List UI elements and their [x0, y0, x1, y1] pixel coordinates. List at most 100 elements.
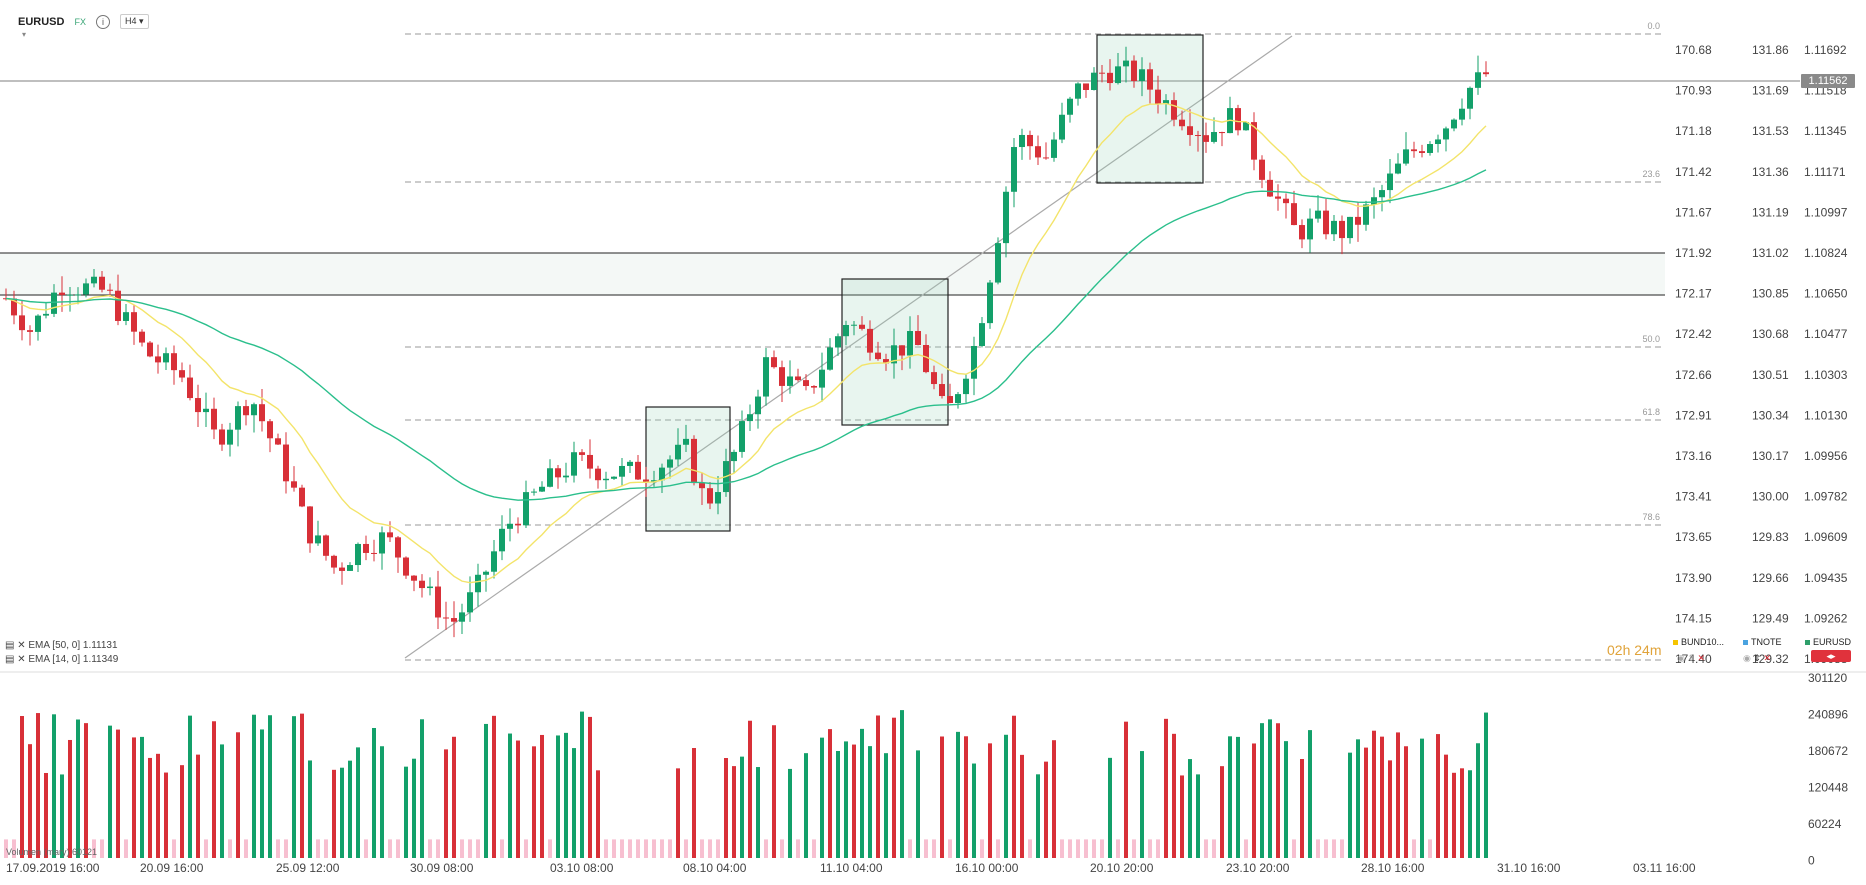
volume-bar: [340, 767, 344, 858]
candle-body: [187, 377, 193, 399]
candle-body: [99, 276, 105, 290]
volume-bar: [196, 754, 200, 858]
legend-bund[interactable]: BUND10...: [1673, 637, 1724, 647]
symbol-label[interactable]: EURUSD: [18, 15, 65, 28]
candle-body: [1203, 135, 1209, 142]
axis2-tick: 174.15: [1675, 611, 1712, 625]
volume-bar: [1052, 740, 1056, 858]
eye-icon[interactable]: ◉: [1743, 653, 1751, 663]
candle-body: [659, 467, 665, 481]
legend-tnote-label: TNOTE: [1751, 637, 1782, 647]
ema14-params: [14, 0]: [52, 654, 81, 665]
candle-body: [579, 452, 585, 455]
volume-bar: [620, 839, 624, 858]
candle-body: [747, 414, 753, 422]
candle-body: [1363, 204, 1369, 225]
volume-bar: [1444, 754, 1448, 858]
sort-icon[interactable]: ⇕: [1753, 653, 1761, 663]
close-icon[interactable]: ✕: [1763, 653, 1771, 663]
candle-body: [1291, 203, 1297, 226]
volume-bar: [180, 765, 184, 858]
candle-body: [83, 283, 89, 295]
volume-bar: [684, 839, 688, 858]
volume-bar: [1308, 730, 1312, 858]
candle-body: [427, 586, 433, 589]
candle-body: [1043, 157, 1049, 159]
candle-body: [411, 575, 417, 581]
volume-bar: [1164, 718, 1168, 858]
axis3-tick: 130.51: [1752, 368, 1789, 382]
x-tick: 20.10 20:00: [1090, 861, 1154, 875]
eye-icon[interactable]: ◉: [1677, 653, 1685, 663]
volume-bar: [1180, 775, 1184, 858]
volume-bar: [1332, 839, 1336, 858]
bund-controls[interactable]: ◉ ⇕ ✕: [1677, 653, 1705, 664]
legend-eurusd[interactable]: EURUSD: [1805, 637, 1851, 647]
candle-body: [635, 461, 641, 480]
candle-body: [851, 324, 857, 326]
volume-bar: [1460, 768, 1464, 858]
axis2-tick: 173.16: [1675, 449, 1712, 463]
volume-bar: [292, 716, 296, 858]
candle-body: [443, 617, 449, 619]
candle-body: [803, 380, 809, 387]
candle-body: [1483, 72, 1489, 75]
candle-body: [1243, 122, 1249, 131]
volume-bar: [332, 769, 336, 858]
volume-bar: [44, 772, 48, 858]
candle-body: [811, 386, 817, 388]
axis3-tick: 129.83: [1752, 530, 1789, 544]
volume-bar: [1300, 759, 1304, 858]
volume-bar: [1356, 739, 1360, 858]
candle-body: [235, 406, 241, 430]
volume-bar: [308, 760, 312, 858]
volume-bar: [492, 715, 496, 858]
info-icon[interactable]: i: [95, 14, 110, 29]
candle-body: [1451, 119, 1457, 129]
legend-tnote[interactable]: TNOTE: [1743, 637, 1782, 647]
candle-body: [227, 429, 233, 445]
candle-body: [755, 396, 761, 415]
volume-bar: [740, 756, 744, 858]
volume-bar: [524, 839, 528, 858]
close-icon[interactable]: ✕: [1697, 653, 1705, 663]
price-tick: 1.11345: [1804, 124, 1847, 138]
volume-bar: [636, 839, 640, 858]
candle-body: [219, 429, 225, 445]
candle-body: [307, 506, 313, 544]
volume-bar: [84, 723, 88, 858]
volume-bar: [68, 739, 72, 858]
candle-body: [643, 479, 649, 483]
volume-bar: [604, 839, 608, 858]
candle-body: [819, 369, 825, 388]
axis3-tick: 129.49: [1752, 611, 1789, 625]
volume-bar: [1348, 752, 1352, 858]
volume-bar: [532, 746, 536, 858]
ema14-value: 1.11349: [82, 654, 119, 665]
volume-bar: [1212, 839, 1216, 858]
candle-body: [539, 486, 545, 492]
candle-body: [1051, 139, 1057, 158]
chevron-down-icon[interactable]: ▾: [22, 30, 27, 39]
volume-bar: [788, 768, 792, 858]
volume-bar: [1092, 839, 1096, 858]
volume-bar: [868, 746, 872, 858]
volume-bar: [1156, 839, 1160, 858]
timeframe-select[interactable]: H4 ▾: [119, 14, 149, 29]
candle-body: [1307, 218, 1313, 240]
volume-bar: [468, 839, 472, 858]
eurusd-toggle-button[interactable]: ◂▸: [1811, 650, 1851, 662]
tnote-controls[interactable]: ◉ ⇕ ✕: [1743, 653, 1771, 664]
candle-body: [163, 353, 169, 363]
candle-body: [1467, 87, 1473, 109]
candle-body: [699, 483, 705, 489]
volume-bar: [404, 766, 408, 858]
ema14-legend[interactable]: ▤ ✕ EMA [14, 0] 1.11349: [5, 654, 119, 665]
x-tick: 08.10 04:00: [683, 861, 747, 875]
axis2-tick: 170.93: [1675, 84, 1712, 98]
volume-bar: [1100, 839, 1104, 858]
sort-icon[interactable]: ⇕: [1687, 653, 1695, 663]
axis3-tick: 130.68: [1752, 327, 1789, 341]
ema50-legend[interactable]: ▤ ✕ EMA [50, 0] 1.11131: [5, 640, 118, 651]
